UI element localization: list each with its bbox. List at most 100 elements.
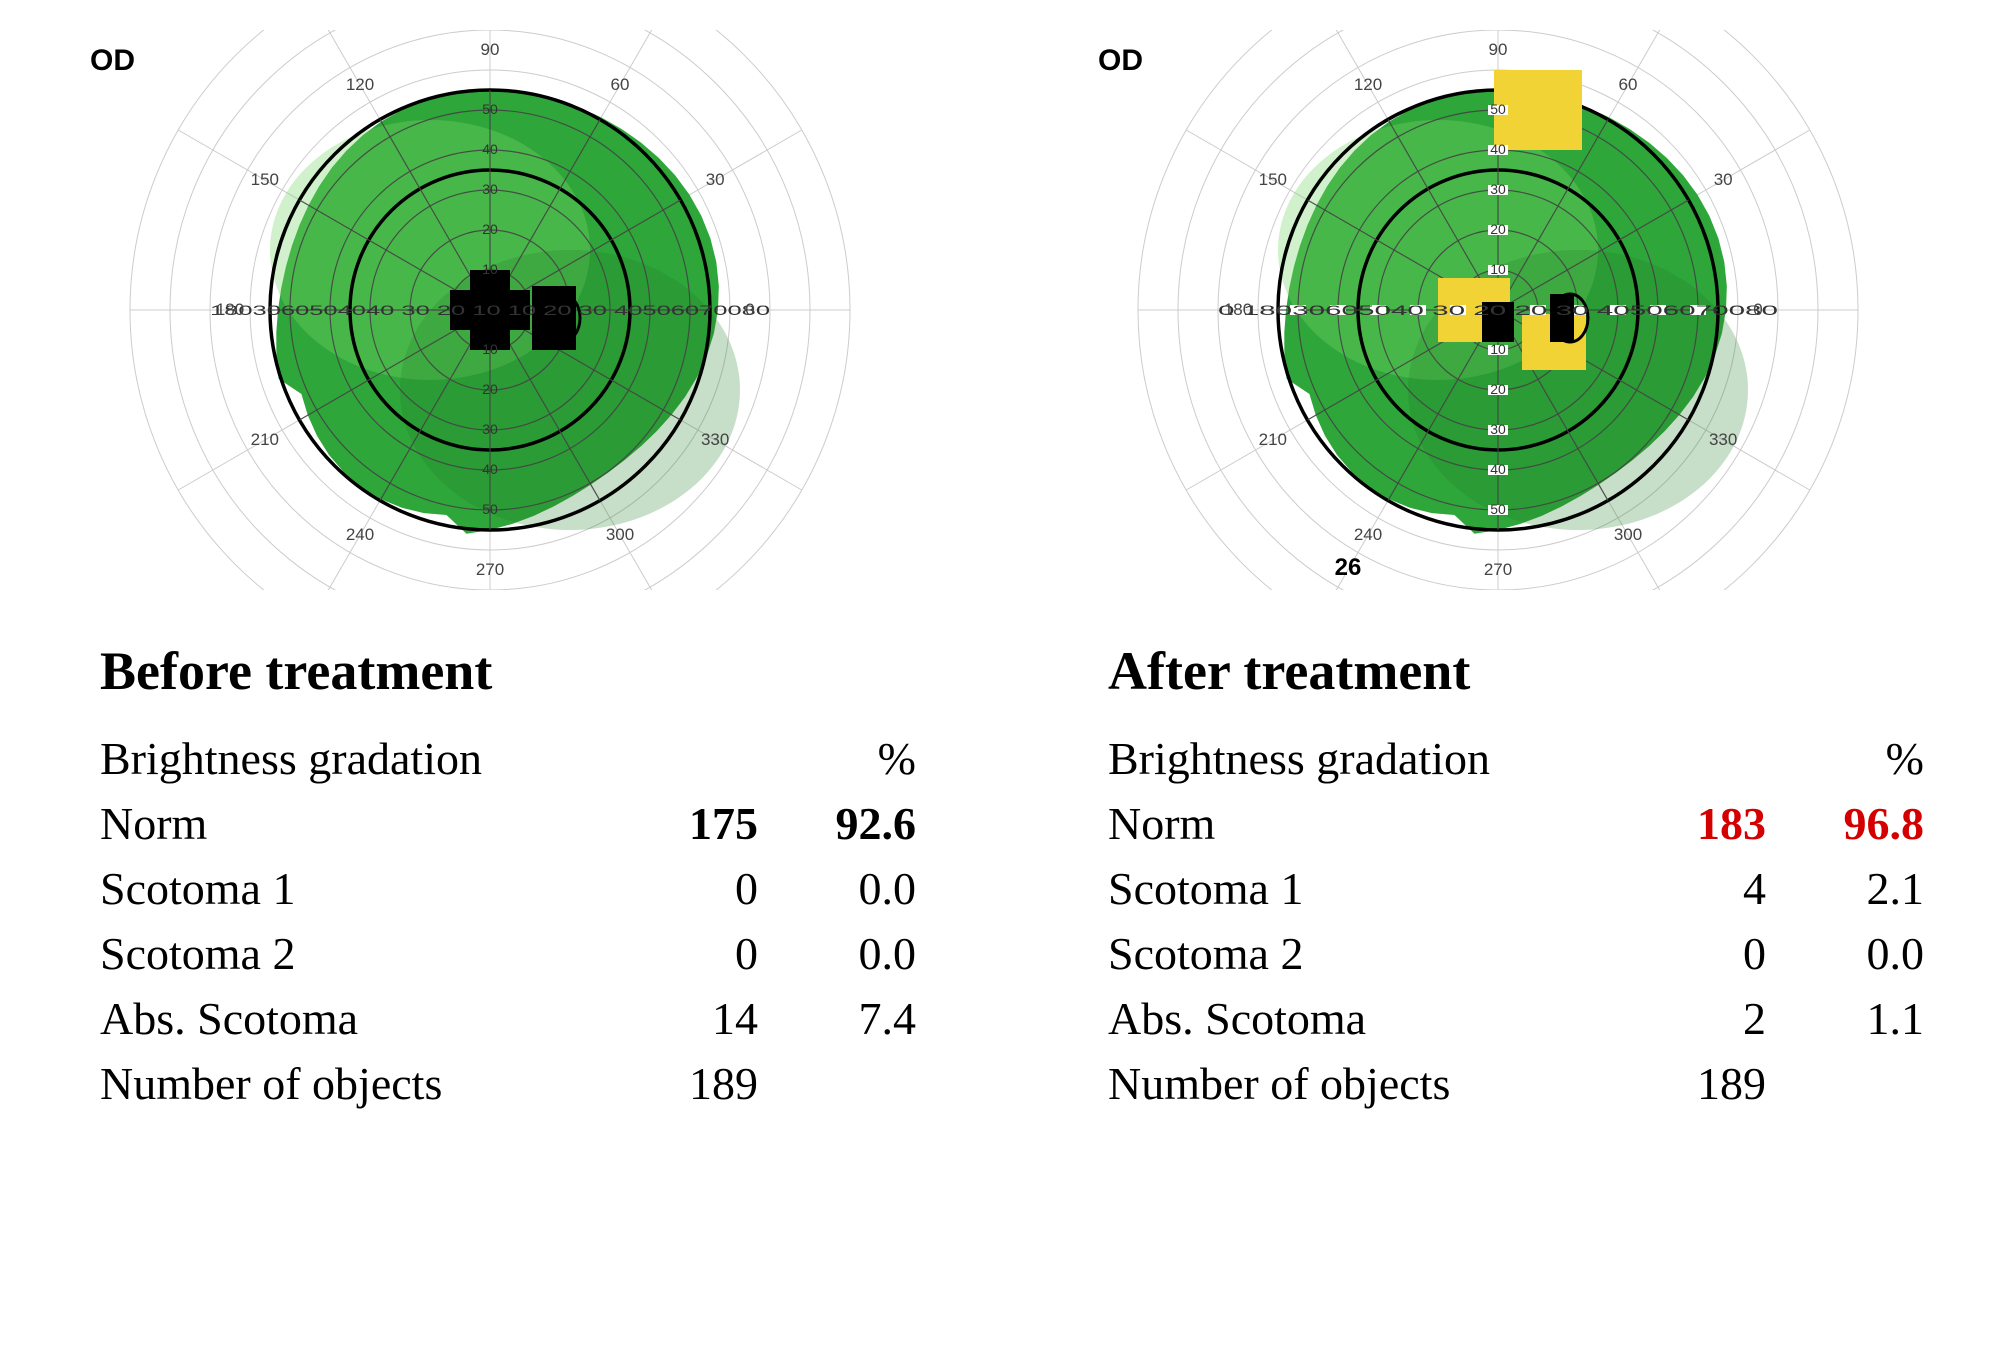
table-row: Number of objects189 — [1108, 1051, 1942, 1116]
svg-text:20: 20 — [482, 381, 498, 397]
row-pct — [776, 1051, 934, 1116]
after-title: After treatment — [1108, 640, 1470, 702]
table-row: Scotoma 200.0 — [1108, 921, 1942, 986]
row-value: 0 — [638, 856, 776, 921]
svg-text:180: 180 — [1224, 300, 1252, 319]
svg-text:50: 50 — [482, 101, 498, 117]
before-data-table: Brightness gradation % Norm17592.6Scotom… — [100, 726, 934, 1116]
svg-text:40: 40 — [482, 461, 498, 477]
svg-text:20: 20 — [1490, 381, 1506, 397]
after-visual-field-chart: 10 10 20 20 30 30 40 40 50 50 0 18030605040 30 20 … — [1068, 30, 1948, 590]
svg-text:120: 120 — [1354, 75, 1382, 94]
row-label: Number of objects — [100, 1051, 638, 1116]
col-header-value — [638, 726, 776, 791]
table-row: Norm17592.6 — [100, 791, 934, 856]
before-chart-wrap: 101020203030404050501803060504040 30 20 … — [60, 30, 948, 590]
after-column: 101020203030404050500 18030605040 30 20 … — [1068, 30, 1956, 1116]
row-label: Norm — [100, 791, 638, 856]
svg-text:60: 60 — [611, 75, 630, 94]
row-value: 14 — [638, 986, 776, 1051]
row-value: 4 — [1646, 856, 1784, 921]
svg-text:1803060504040 30 20 10 10: 1803060504040 30 20 10 10 20 30 40506070… — [210, 302, 770, 318]
row-label: Scotoma 2 — [1108, 921, 1646, 986]
eye-label: OD — [1098, 44, 1143, 77]
svg-text:40: 40 — [482, 141, 498, 157]
after-data-table: Brightness gradation % Norm18396.8Scotom… — [1108, 726, 1942, 1116]
row-value: 0 — [638, 921, 776, 986]
row-pct: 96.8 — [1784, 791, 1942, 856]
before-column: 101020203030404050501803060504040 30 20 … — [60, 30, 948, 1116]
row-pct: 7.4 — [776, 986, 934, 1051]
row-pct: 2.1 — [1784, 856, 1942, 921]
eye-label: OD — [90, 44, 135, 77]
svg-text:330: 330 — [1709, 430, 1737, 449]
col-header-pct: % — [776, 726, 934, 791]
svg-text:330: 330 — [701, 430, 729, 449]
before-visual-field-chart: 101020203030404050501803060504040 30 20 … — [60, 30, 940, 590]
svg-text:30: 30 — [482, 181, 498, 197]
svg-text:180: 180 — [216, 300, 244, 319]
svg-text:30: 30 — [1490, 181, 1506, 197]
row-value: 189 — [1646, 1051, 1784, 1116]
svg-text:10: 10 — [1490, 261, 1506, 277]
svg-text:20: 20 — [1490, 221, 1506, 237]
svg-text:30: 30 — [482, 421, 498, 437]
svg-text:300: 300 — [1614, 525, 1642, 544]
svg-text:10: 10 — [1490, 341, 1506, 357]
row-label: Scotoma 1 — [1108, 856, 1646, 921]
svg-text:270: 270 — [476, 560, 504, 579]
columns: 101020203030404050501803060504040 30 20 … — [60, 30, 1956, 1116]
table-row: Abs. Scotoma147.4 — [100, 986, 934, 1051]
row-pct: 92.6 — [776, 791, 934, 856]
table-row: Scotoma 142.1 — [1108, 856, 1942, 921]
svg-text:20: 20 — [482, 221, 498, 237]
table-row: Abs. Scotoma21.1 — [1108, 986, 1942, 1051]
row-value: 2 — [1646, 986, 1784, 1051]
svg-text:90: 90 — [1489, 40, 1508, 59]
svg-text:50: 50 — [1490, 501, 1506, 517]
table-row: Scotoma 100.0 — [100, 856, 934, 921]
svg-text:0: 0 — [745, 300, 754, 319]
svg-text:30: 30 — [1490, 421, 1506, 437]
svg-text:240: 240 — [346, 525, 374, 544]
after-chart-wrap: 10 10 20 20 30 30 40 40 50 50 0 18030605040 30 20 … — [1068, 30, 1956, 590]
before-title: Before treatment — [100, 640, 492, 702]
table-header-row: Brightness gradation % — [1108, 726, 1942, 791]
row-pct — [1784, 1051, 1942, 1116]
svg-text:270: 270 — [1484, 560, 1512, 579]
svg-text:0 18030605040 30 20: 0 18030605040 30 20 20 30 40506070080 — [1218, 302, 1778, 318]
svg-text:300: 300 — [606, 525, 634, 544]
row-pct: 0.0 — [776, 921, 934, 986]
svg-text:40: 40 — [1490, 141, 1506, 157]
svg-text:210: 210 — [1259, 430, 1287, 449]
svg-text:10: 10 — [482, 261, 498, 277]
row-value: 183 — [1646, 791, 1784, 856]
row-label: Abs. Scotoma — [1108, 986, 1646, 1051]
svg-text:120: 120 — [346, 75, 374, 94]
col-header-value — [1646, 726, 1784, 791]
col-header-pct: % — [1784, 726, 1942, 791]
row-value: 0 — [1646, 921, 1784, 986]
svg-text:30: 30 — [706, 170, 725, 189]
extra-chart-label: 26 — [1335, 554, 1362, 581]
svg-text:150: 150 — [251, 170, 279, 189]
row-value: 189 — [638, 1051, 776, 1116]
row-pct: 0.0 — [776, 856, 934, 921]
row-label: Scotoma 2 — [100, 921, 638, 986]
table-row: Scotoma 200.0 — [100, 921, 934, 986]
row-pct: 1.1 — [1784, 986, 1942, 1051]
svg-text:50: 50 — [1490, 101, 1506, 117]
table-row: Number of objects189 — [100, 1051, 934, 1116]
row-value: 175 — [638, 791, 776, 856]
svg-text:30: 30 — [1714, 170, 1733, 189]
row-label: Abs. Scotoma — [100, 986, 638, 1051]
svg-text:40: 40 — [1490, 461, 1506, 477]
svg-text:90: 90 — [481, 40, 500, 59]
row-label: Scotoma 1 — [100, 856, 638, 921]
svg-text:50: 50 — [482, 501, 498, 517]
svg-text:60: 60 — [1619, 75, 1638, 94]
col-header-label: Brightness gradation — [1108, 726, 1646, 791]
svg-text:150: 150 — [1259, 170, 1287, 189]
svg-text:210: 210 — [251, 430, 279, 449]
svg-text:0: 0 — [1753, 300, 1762, 319]
